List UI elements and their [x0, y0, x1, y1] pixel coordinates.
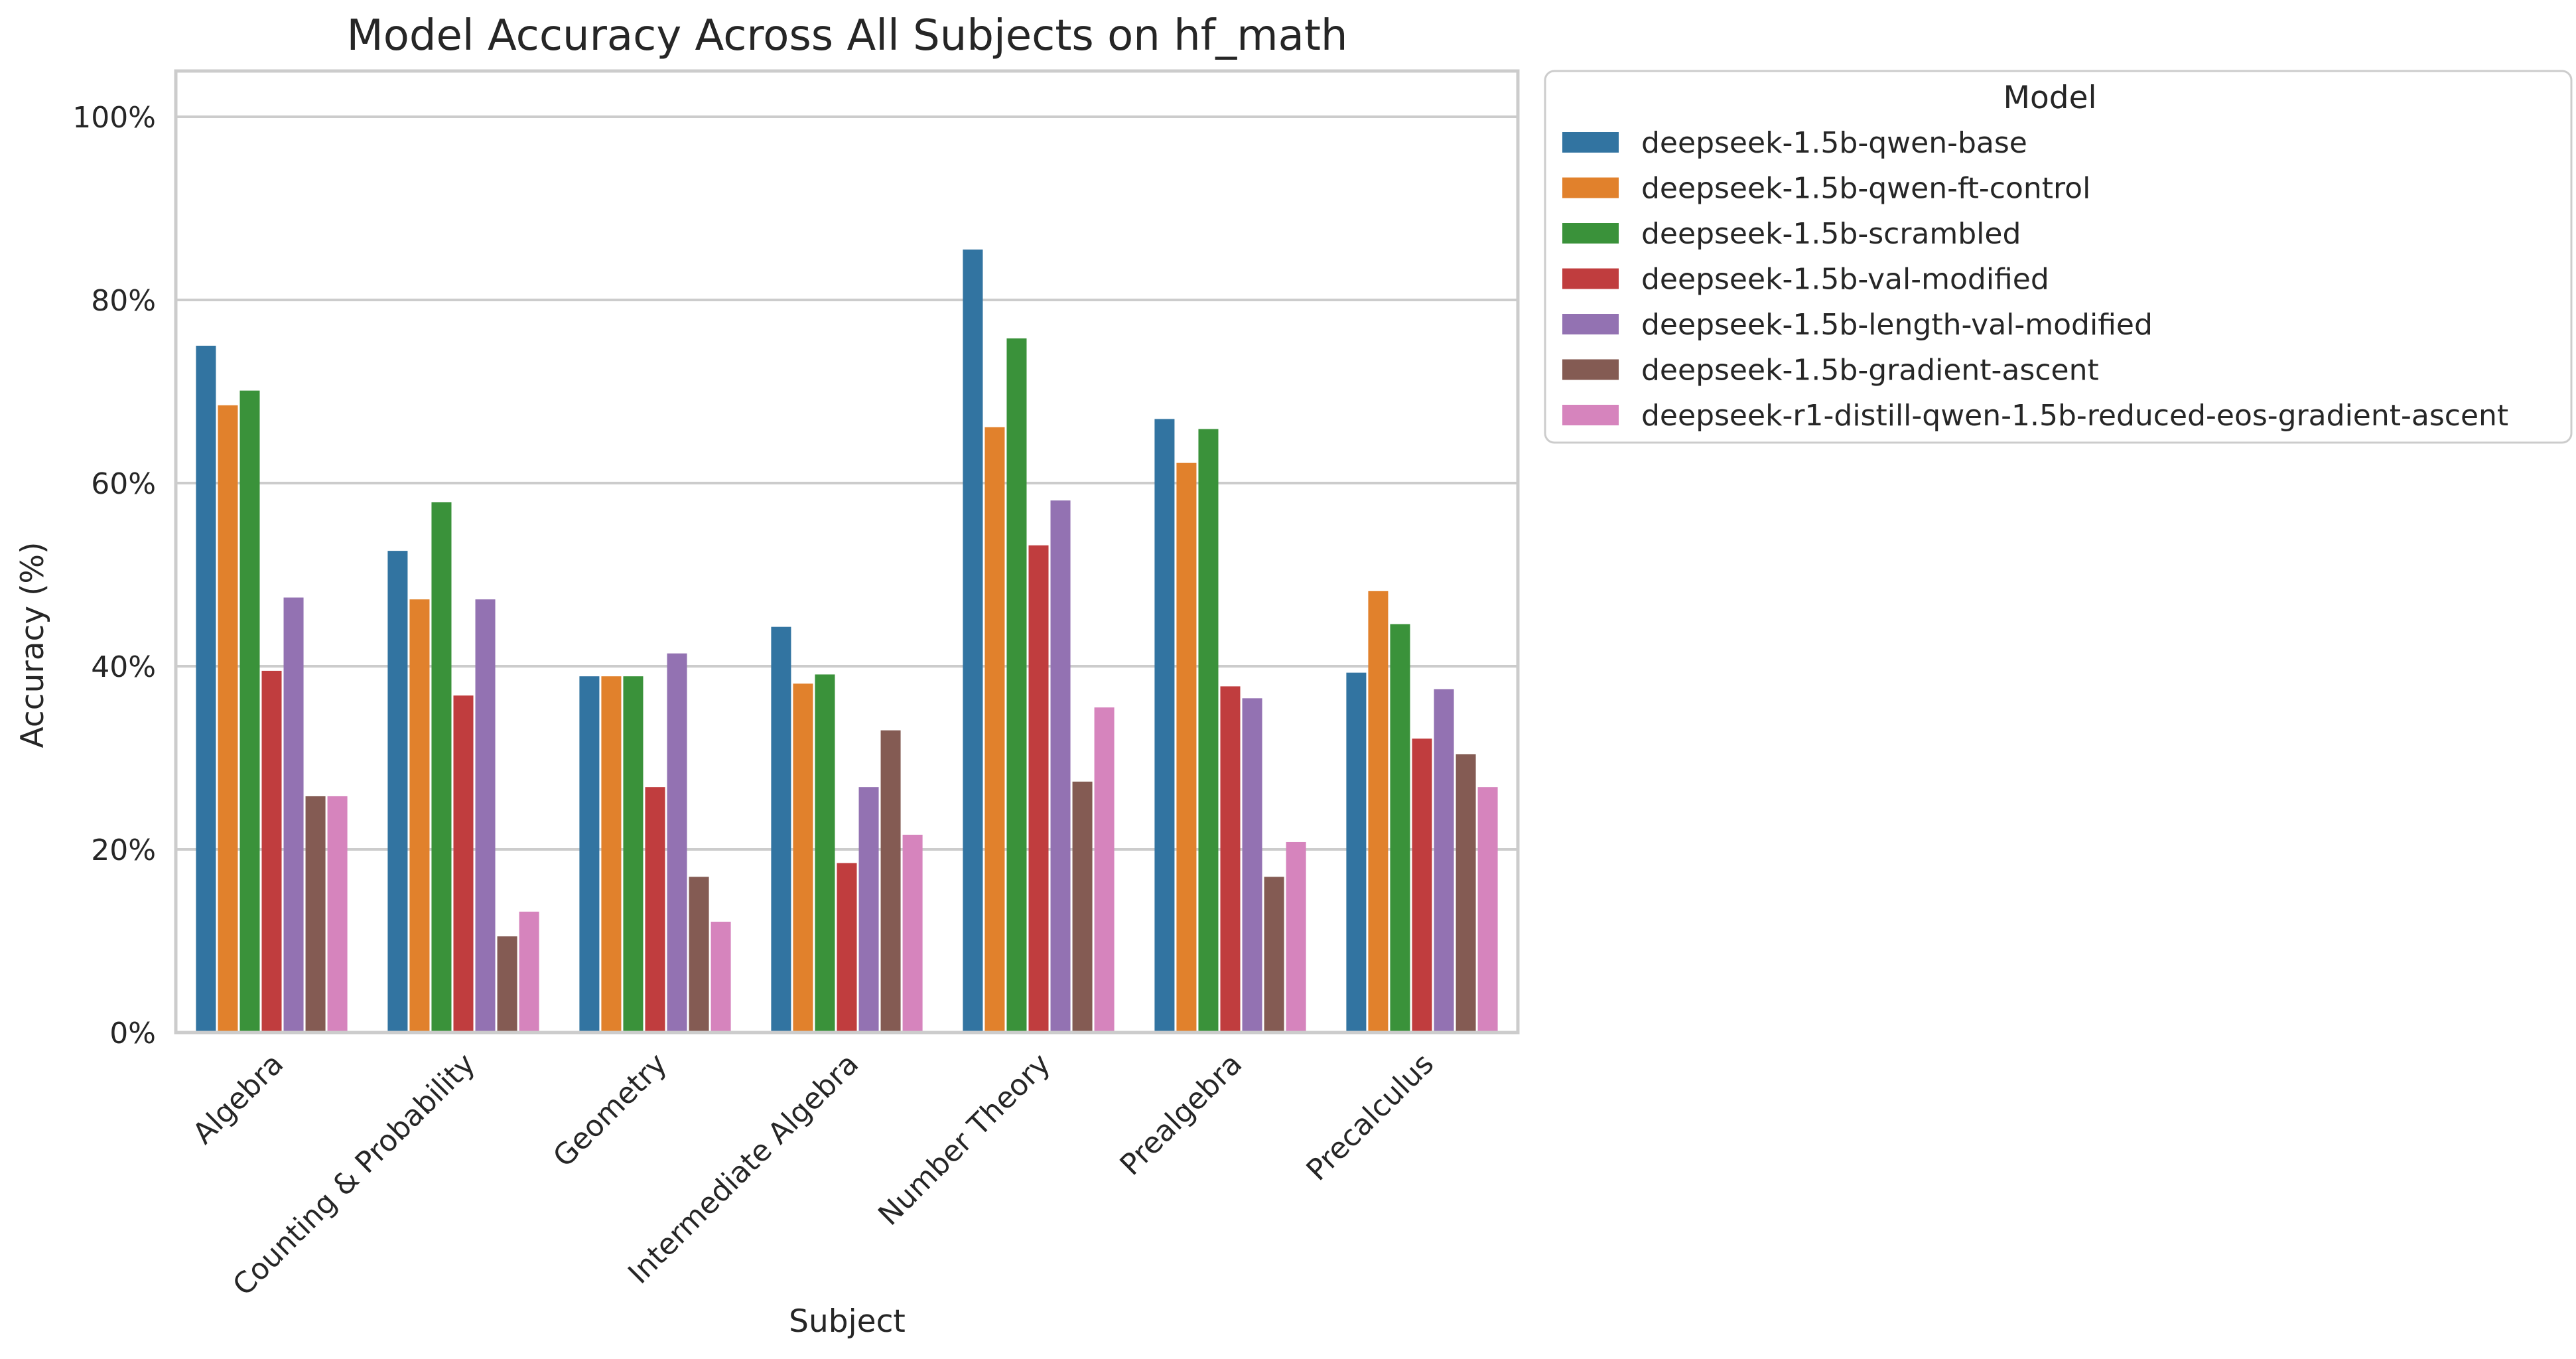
legend-label: deepseek-r1-distill-qwen-1.5b-reduced-eo…	[1641, 399, 2508, 433]
bar	[771, 626, 791, 1033]
legend-label: deepseek-1.5b-length-val-modified	[1641, 308, 2153, 342]
legend-swatch	[1562, 132, 1619, 153]
bar	[711, 922, 731, 1033]
bar	[667, 653, 687, 1033]
bar	[1477, 787, 1498, 1033]
bar	[1006, 338, 1027, 1033]
bar	[1286, 841, 1306, 1033]
y-tick-label: 80%	[91, 284, 156, 318]
bar	[984, 427, 1005, 1033]
bar	[1094, 707, 1115, 1033]
bar	[858, 787, 879, 1033]
y-tick-label: 0%	[109, 1017, 156, 1050]
bar	[579, 676, 600, 1033]
legend-swatch	[1562, 177, 1619, 198]
bar	[497, 936, 517, 1033]
bar	[623, 676, 644, 1033]
legend-label: deepseek-1.5b-qwen-ft-control	[1641, 172, 2090, 206]
legend-items: deepseek-1.5b-qwen-base deepseek-1.5b-qwe…	[1562, 126, 2508, 433]
bar	[902, 834, 923, 1033]
bar	[1412, 739, 1432, 1033]
bar	[1072, 781, 1093, 1033]
legend-title: Model	[2003, 80, 2096, 116]
plot-frame	[174, 69, 1520, 1035]
legend-label: deepseek-1.5b-val-modified	[1641, 263, 2049, 297]
bar	[387, 551, 408, 1033]
bar	[239, 390, 260, 1033]
legend-swatch	[1562, 223, 1619, 244]
bars	[196, 250, 1498, 1033]
bar	[1264, 877, 1284, 1033]
bar	[475, 599, 496, 1033]
bar	[1242, 698, 1262, 1033]
bar	[1050, 500, 1071, 1033]
bar	[1346, 672, 1367, 1033]
bar	[601, 676, 622, 1033]
legend-swatch	[1562, 405, 1619, 425]
bar	[218, 405, 238, 1033]
y-tick-label: 100%	[72, 101, 156, 135]
bar	[431, 502, 452, 1033]
chart-title: Model Accuracy Across All Subjects on hf…	[347, 11, 1348, 60]
y-tick-label: 20%	[91, 833, 156, 867]
bar	[815, 674, 835, 1033]
legend-label: deepseek-1.5b-scrambled	[1641, 217, 2021, 251]
bar	[880, 730, 901, 1033]
y-tick-label: 40%	[91, 650, 156, 684]
bar	[1198, 429, 1219, 1033]
bar	[453, 695, 474, 1033]
bar	[837, 863, 857, 1033]
bar	[519, 911, 539, 1033]
legend-label: deepseek-1.5b-qwen-base	[1641, 126, 2027, 160]
bar	[793, 683, 813, 1033]
legend-frame	[1544, 70, 2573, 444]
y-tick-label: 60%	[91, 467, 156, 501]
legend-swatch	[1562, 359, 1619, 380]
legend-label: deepseek-1.5b-gradient-ascent	[1641, 354, 2099, 388]
bar	[1390, 624, 1410, 1033]
bar	[409, 599, 430, 1033]
bar	[1368, 591, 1389, 1033]
bar	[1028, 545, 1049, 1033]
bar	[305, 796, 326, 1033]
bar	[1456, 754, 1476, 1033]
bar	[645, 787, 665, 1033]
legend-swatch	[1562, 268, 1619, 289]
bar	[261, 670, 282, 1033]
legend: Model deepseek-1.5b-qwen-basedeepseek-1.…	[1544, 70, 2573, 444]
y-axis-label: Accuracy (%)	[15, 542, 51, 749]
bar	[327, 796, 348, 1033]
y-tick-labels: 0% 20% 40% 60% 80% 100%	[72, 101, 156, 1050]
x-axis-label: Subject	[789, 1303, 906, 1340]
bar	[1154, 419, 1175, 1033]
bar	[1220, 686, 1241, 1033]
bar	[283, 597, 304, 1033]
bar	[689, 877, 709, 1033]
legend-swatch	[1562, 314, 1619, 334]
bar	[963, 250, 983, 1033]
bar	[1434, 689, 1454, 1033]
bar	[196, 346, 216, 1033]
bar	[1176, 463, 1197, 1033]
